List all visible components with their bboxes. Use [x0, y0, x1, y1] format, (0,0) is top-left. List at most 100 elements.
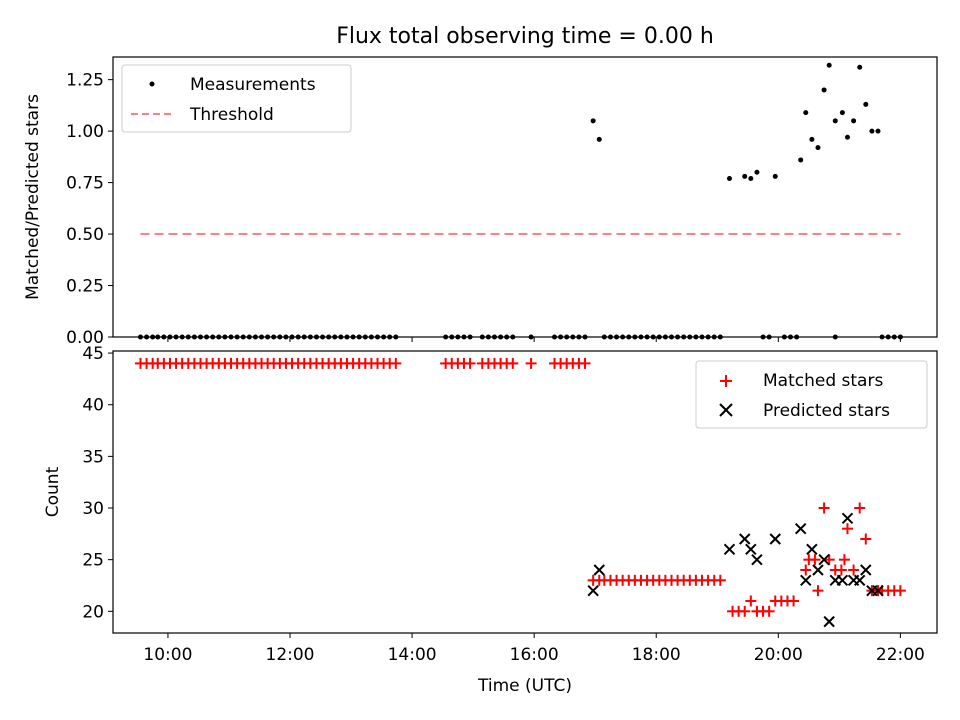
bottom-y-tick-label-4: 40 [82, 396, 104, 416]
predicted-stars-point-15 [841, 512, 854, 525]
matched-stars-point-99 [823, 554, 835, 566]
matched-stars-point-89 [763, 605, 775, 617]
matched-stars-point-97 [812, 585, 824, 597]
matched-stars-point-101 [835, 564, 847, 576]
predicted-stars-point-6 [769, 533, 781, 545]
predicted-stars-point-0 [587, 584, 599, 597]
x-axis-label: Time (UTC) [477, 676, 572, 696]
measurements-point-106 [869, 128, 875, 134]
matched-stars-point-106 [860, 533, 872, 545]
bottom-plot-frame [112, 350, 938, 634]
measurements-point-62 [596, 136, 602, 142]
measurements-point-103 [851, 118, 857, 124]
predicted-stars-point-9 [806, 543, 818, 556]
predicted-stars-point-18 [860, 564, 872, 576]
x-tick-label-20-00: 20:00 [754, 645, 803, 665]
predicted-stars-point-7 [794, 522, 807, 535]
legend-threshold-label: Threshold [189, 105, 274, 125]
predicted-stars-point-20 [872, 584, 884, 597]
measurements-point-101 [839, 110, 845, 116]
top-y-tick-label-5: 1.25 [66, 71, 104, 91]
bottom-legend: Matched stars Predicted stars [695, 360, 928, 429]
measurements-point-61 [590, 118, 596, 124]
bottom-x-axis-ticks: 10:00 12:00 14:00 16:00 18:00 20:00 22:00 [143, 633, 925, 665]
matched-stars-point-85 [739, 605, 751, 617]
measurements-point-102 [844, 134, 850, 140]
measurements-point-98 [826, 62, 832, 68]
top-plot-frame [112, 56, 938, 338]
measurements-point-94 [803, 110, 809, 116]
top-y-axis-ticks: 0.00 0.25 0.50 0.75 1.00 1.25 [66, 71, 113, 348]
legend-measurements-label: Measurements [190, 75, 316, 95]
measurements-point-83 [726, 175, 732, 181]
legend-predicted-marker [719, 403, 733, 417]
bottom-legend-box [695, 360, 928, 429]
top-x-axis-ticks [167, 337, 901, 342]
bottom-plot-marks [134, 357, 906, 628]
x-tick-label-14-00: 14:00 [388, 645, 437, 665]
predicted-stars-point-10 [812, 564, 824, 576]
top-y-tick-label-4: 1.00 [66, 122, 104, 142]
bottom-y-axis-label: Count [43, 466, 63, 517]
measurements-point-107 [875, 128, 881, 134]
bottom-y-tick-label-2: 30 [82, 499, 104, 519]
matched-stars-point-112 [894, 585, 906, 597]
matched-stars-point-105 [854, 502, 866, 514]
predicted-stars-point-17 [853, 574, 866, 587]
top-y-tick-label-1: 0.25 [66, 277, 104, 297]
predicted-stars-point-14 [836, 574, 849, 587]
matched-stars-point-86 [745, 595, 757, 607]
measurements-point-99 [832, 118, 838, 124]
top-y-tick-label-3: 0.75 [66, 174, 104, 194]
predicted-stars-point-5 [751, 553, 763, 566]
matched-stars-point-53 [507, 357, 519, 369]
bottom-y-tick-label-3: 35 [82, 447, 104, 467]
matched-stars-point-93 [788, 595, 800, 607]
x-tick-label-12-00: 12:00 [266, 645, 315, 665]
x-tick-label-18-00: 18:00 [632, 645, 681, 665]
matched-stars-point-94 [800, 564, 812, 576]
measurements-point-86 [754, 169, 760, 175]
measurements-point-97 [821, 87, 827, 93]
predicted-stars-point-1 [593, 564, 605, 576]
measurements-point-84 [742, 173, 748, 179]
top-legend: Measurements Threshold [121, 64, 352, 133]
bottom-y-tick-label-0: 20 [82, 602, 104, 622]
legend-predicted-label: Predicted stars [763, 401, 890, 421]
matched-stars-point-82 [714, 574, 726, 586]
predicted-stars-point-2 [723, 543, 736, 556]
top-y-tick-label-2: 0.50 [66, 225, 104, 245]
matched-stars-point-42 [390, 357, 402, 369]
bottom-y-axis-ticks: 20 25 30 35 40 45 [82, 344, 113, 622]
predicted-stars-point-11 [818, 553, 830, 566]
matched-stars-point-96 [809, 554, 821, 566]
top-y-tick-label-0: 0.00 [66, 328, 104, 348]
matched-stars-point-60 [579, 357, 591, 369]
predicted-stars-point-3 [739, 533, 751, 545]
top-y-axis-label: Matched/Predicted stars [23, 94, 43, 300]
predicted-stars-point-4 [745, 543, 757, 556]
matched-stars-point-104 [848, 564, 860, 576]
predicted-stars-point-8 [800, 574, 812, 587]
matched-stars-point-102 [838, 554, 850, 566]
bottom-y-tick-label-1: 25 [82, 551, 104, 571]
matched-stars-point-103 [841, 523, 853, 535]
measurements-point-104 [857, 64, 863, 70]
legend-matched-marker [720, 375, 732, 387]
top-legend-box [121, 64, 352, 133]
x-tick-label-16-00: 16:00 [510, 645, 559, 665]
measurements-point-89 [772, 173, 778, 179]
predicted-stars-point-12 [823, 615, 835, 628]
measurements-point-105 [863, 101, 869, 107]
legend-measurements-marker [149, 81, 155, 87]
measurements-point-93 [798, 157, 804, 163]
matched-stars-point-54 [525, 357, 537, 369]
measurements-point-95 [809, 136, 815, 142]
bottom-y-tick-label-5: 45 [82, 344, 104, 364]
measurements-point-85 [748, 175, 754, 181]
x-tick-label-22-00: 22:00 [876, 645, 925, 665]
legend-matched-label: Matched stars [763, 371, 883, 391]
measurements-point-96 [815, 145, 821, 151]
x-tick-label-10-00: 10:00 [143, 645, 192, 665]
